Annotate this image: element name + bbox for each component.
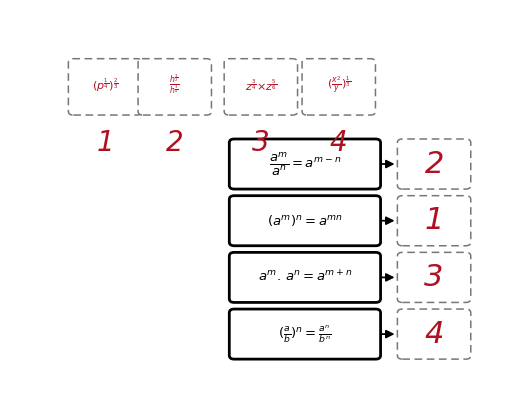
Text: 3: 3: [424, 263, 444, 292]
FancyBboxPatch shape: [229, 252, 380, 302]
FancyBboxPatch shape: [397, 139, 471, 189]
Text: 4: 4: [330, 128, 348, 157]
FancyBboxPatch shape: [302, 58, 376, 115]
Text: $\frac{h^{\frac{3}{2}}}{h^{\frac{3}{4}}}$: $\frac{h^{\frac{3}{2}}}{h^{\frac{3}{4}}}…: [169, 73, 180, 97]
Text: 3: 3: [252, 128, 270, 157]
FancyBboxPatch shape: [397, 309, 471, 359]
Text: 2: 2: [166, 128, 184, 157]
FancyBboxPatch shape: [229, 309, 380, 359]
Text: $\dfrac{a^m}{a^n} = a^{m-n}$: $\dfrac{a^m}{a^n} = a^{m-n}$: [269, 150, 341, 178]
Text: $z^{\frac{3}{4}} {\times} z^{\frac{5}{6}}$: $z^{\frac{3}{4}} {\times} z^{\frac{5}{6}…: [245, 77, 277, 93]
Text: $a^m{.}\, a^n = a^{m+n}$: $a^m{.}\, a^n = a^{m+n}$: [258, 270, 352, 285]
Text: $(p^{\frac{1}{4}})^{\frac{2}{3}}$: $(p^{\frac{1}{4}})^{\frac{2}{3}}$: [92, 76, 118, 94]
FancyBboxPatch shape: [68, 58, 142, 115]
FancyBboxPatch shape: [224, 58, 297, 115]
Text: $(\frac{x^2}{y})^{\frac{1}{3}}$: $(\frac{x^2}{y})^{\frac{1}{3}}$: [326, 75, 351, 96]
FancyBboxPatch shape: [397, 196, 471, 246]
Text: $(\frac{a}{b})^n = \frac{a^n}{b^n}$: $(\frac{a}{b})^n = \frac{a^n}{b^n}$: [278, 323, 332, 345]
FancyBboxPatch shape: [138, 58, 212, 115]
Text: 1: 1: [424, 206, 444, 235]
Text: 1: 1: [96, 128, 114, 157]
FancyBboxPatch shape: [229, 196, 380, 246]
FancyBboxPatch shape: [229, 139, 380, 189]
Text: $(a^m)^n = a^{mn}$: $(a^m)^n = a^{mn}$: [267, 213, 343, 228]
Text: 4: 4: [424, 319, 444, 348]
FancyBboxPatch shape: [397, 252, 471, 302]
Text: 2: 2: [424, 150, 444, 179]
